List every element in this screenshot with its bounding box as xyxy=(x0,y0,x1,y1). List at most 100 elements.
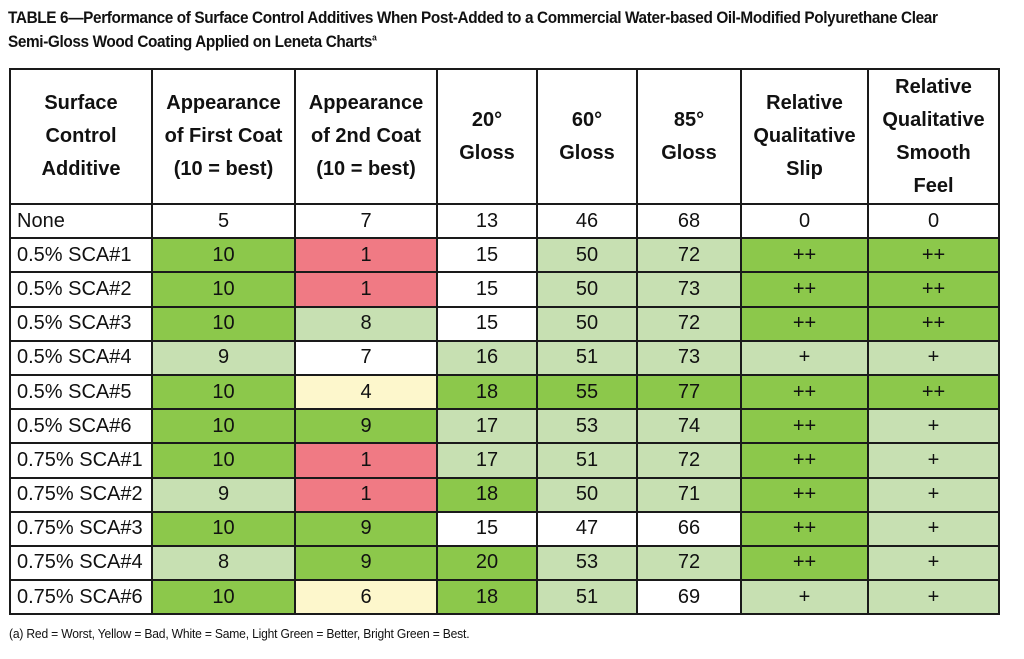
value-cell: 15 xyxy=(436,237,538,274)
table-row: 0.75% SCA#2 9 1 18 50 71 ++ + xyxy=(9,476,1000,513)
header-line: Relative xyxy=(766,92,843,114)
value-cell: 7 xyxy=(294,202,438,240)
value-cell: 1 xyxy=(294,442,438,479)
title-line-2-text: Semi-Gloss Wood Coating Applied on Lenet… xyxy=(8,33,373,51)
value-cell: 13 xyxy=(436,202,538,240)
header-line: of 2nd Coat xyxy=(311,125,421,147)
value-cell: 0 xyxy=(740,202,869,240)
value-cell: 10 xyxy=(151,237,296,274)
value-cell: + xyxy=(867,510,1000,547)
value-cell: 72 xyxy=(636,237,742,274)
header-line: Qualitative xyxy=(882,108,985,131)
value-cell: 10 xyxy=(151,579,296,616)
header-line: Control xyxy=(45,125,117,147)
table-row: 0.5% SCA#2 10 1 15 50 73 ++ ++ xyxy=(9,271,1000,308)
value-cell: 55 xyxy=(536,373,638,411)
value-cell: 15 xyxy=(436,510,538,547)
value-cell: ++ xyxy=(867,305,1000,342)
value-cell: ++ xyxy=(867,373,1000,411)
value-cell: 1 xyxy=(294,271,438,308)
value-cell: 9 xyxy=(151,476,296,513)
header-line: 20° xyxy=(471,108,503,131)
header-line: Gloss xyxy=(559,141,615,164)
value-cell: 71 xyxy=(636,476,742,513)
additive-cell: 0.5% SCA#3 xyxy=(9,305,153,342)
value-cell: 51 xyxy=(536,579,638,616)
table-row: 0.5% SCA#3 10 8 15 50 72 ++ ++ xyxy=(9,305,1000,342)
value-cell: 10 xyxy=(151,408,296,445)
value-cell: + xyxy=(867,544,1000,582)
header-20-gloss: 20° Gloss xyxy=(436,68,538,205)
additive-cell: 0.75% SCA#1 xyxy=(9,442,153,479)
additive-cell: 0.75% SCA#3 xyxy=(9,510,153,547)
value-cell: 73 xyxy=(636,271,742,308)
value-cell: + xyxy=(867,442,1000,479)
header-line: 85° xyxy=(673,108,705,131)
value-cell: 8 xyxy=(151,544,296,582)
value-cell: ++ xyxy=(740,476,869,513)
title-line-1: TABLE 6—Performance of Surface Control A… xyxy=(8,9,938,27)
header-appearance-second-coat: Appearance of 2nd Coat (10 = best) xyxy=(294,68,438,205)
table-title: TABLE 6—Performance of Surface Control A… xyxy=(8,6,945,54)
value-cell: + xyxy=(867,408,1000,445)
value-cell: + xyxy=(740,579,869,616)
value-cell: 9 xyxy=(294,408,438,445)
value-cell: 50 xyxy=(536,476,638,513)
value-cell: 7 xyxy=(294,339,438,376)
additive-cell: 0.5% SCA#5 xyxy=(9,373,153,411)
header-60-gloss: 60° Gloss xyxy=(536,68,638,205)
value-cell: ++ xyxy=(867,271,1000,308)
value-cell: 9 xyxy=(294,510,438,547)
header-appearance-first-coat: Appearance of First Coat (10 = best) xyxy=(151,68,296,205)
additive-cell: 0.75% SCA#4 xyxy=(9,544,153,582)
value-cell: 50 xyxy=(536,237,638,274)
header-line: Qualitative xyxy=(753,125,856,147)
value-cell: 18 xyxy=(436,373,538,411)
value-cell: 66 xyxy=(636,510,742,547)
value-cell: 73 xyxy=(636,339,742,376)
value-cell: 5 xyxy=(151,202,296,240)
value-cell: 18 xyxy=(436,476,538,513)
value-cell: 1 xyxy=(294,476,438,513)
value-cell: 74 xyxy=(636,408,742,445)
header-line: Slip xyxy=(786,158,823,180)
table-row: 0.5% SCA#4 9 7 16 51 73 + + xyxy=(9,339,1000,376)
header-line: (10 = best) xyxy=(173,158,274,180)
value-cell: 16 xyxy=(436,339,538,376)
value-cell: 72 xyxy=(636,305,742,342)
value-cell: ++ xyxy=(740,442,869,479)
table-row: 0.5% SCA#6 10 9 17 53 74 ++ + xyxy=(9,408,1000,445)
header-relative-smooth-feel: Relative Qualitative Smooth Feel xyxy=(867,68,1000,205)
value-cell: ++ xyxy=(740,305,869,342)
additive-cell: None xyxy=(9,202,153,240)
header-line: Gloss xyxy=(661,141,717,164)
header-line: Smooth xyxy=(896,141,971,164)
value-cell: 72 xyxy=(636,544,742,582)
value-cell: 46 xyxy=(536,202,638,240)
title-line-2: Semi-Gloss Wood Coating Applied on Lenet… xyxy=(8,33,377,51)
value-cell: 9 xyxy=(294,544,438,582)
value-cell: ++ xyxy=(740,271,869,308)
value-cell: 68 xyxy=(636,202,742,240)
value-cell: + xyxy=(867,339,1000,376)
value-cell: 10 xyxy=(151,373,296,411)
additive-cell: 0.5% SCA#2 xyxy=(9,271,153,308)
value-cell: ++ xyxy=(740,510,869,547)
value-cell: 53 xyxy=(536,408,638,445)
table-row: 0.5% SCA#5 10 4 18 55 77 ++ ++ xyxy=(9,373,1000,411)
value-cell: 51 xyxy=(536,339,638,376)
value-cell: 72 xyxy=(636,442,742,479)
value-cell: 47 xyxy=(536,510,638,547)
header-line: of First Coat xyxy=(164,125,283,147)
value-cell: 18 xyxy=(436,579,538,616)
table-row: 0.75% SCA#1 10 1 17 51 72 ++ + xyxy=(9,442,1000,479)
value-cell: 20 xyxy=(436,544,538,582)
performance-table: Surface Control Additive Appearance of First… xyxy=(9,68,1000,616)
header-line: Appearance xyxy=(308,92,424,114)
table-body: None 5 7 13 46 68 0 0 0.5% SCA#1 10 1 15 50 72 ++ ++ 0.5… xyxy=(9,202,1000,616)
additive-cell: 0.5% SCA#6 xyxy=(9,408,153,445)
header-line: (10 = best) xyxy=(316,158,416,180)
header-line: Surface xyxy=(44,92,118,114)
value-cell: 0 xyxy=(867,202,1000,240)
value-cell: 1 xyxy=(294,237,438,274)
